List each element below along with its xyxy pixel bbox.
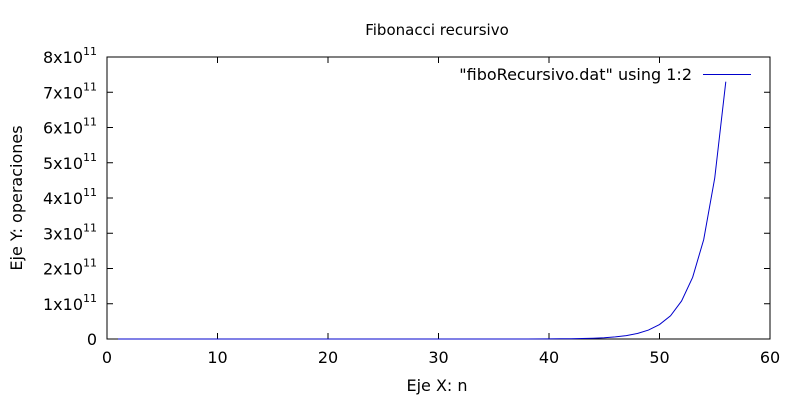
legend: "fiboRecursivo.dat" using 1:2 [459,65,751,84]
x-tick-label: 20 [318,348,338,367]
y-tick-mantissa: 8 [43,48,53,67]
y-tick-exponent: 11 [83,116,97,129]
y-tick-mantissa: 5 [43,154,53,173]
y-tick-exponent: 11 [83,292,97,305]
y-tick-base: x10 [53,260,83,279]
y-tick-mantissa: 2 [43,260,53,279]
x-axis-ticks: 0 10 20 30 40 50 60 [102,57,780,367]
y-axis-ticks: 01x10112x10113x10114x10115x10116x10117x1… [43,45,770,349]
y-tick-label: 3x1011 [43,221,97,243]
y-tick-base: x10 [53,189,83,208]
y-tick-label: 1x1011 [43,292,97,314]
y-tick-label: 7x1011 [43,80,97,102]
y-tick-mantissa: 4 [43,189,53,208]
y-tick-base: x10 [53,48,83,67]
x-tick-label: 10 [207,348,227,367]
x-tick-label: 60 [760,348,780,367]
y-tick-label: 6x1011 [43,116,97,138]
series-line [118,81,727,340]
y-tick-exponent: 11 [83,151,97,164]
y-tick-exponent: 11 [83,186,97,199]
y-tick-exponent: 11 [83,221,97,234]
x-tick-label: 50 [649,348,669,367]
y-tick-mantissa: 0 [87,330,97,349]
y-tick-mantissa: 7 [43,83,53,102]
x-tick-label: 30 [428,348,448,367]
y-tick-exponent: 11 [83,257,97,270]
y-tick-base: x10 [53,295,83,314]
plot-frame [106,56,771,340]
y-axis-label: Eje Y: operaciones [7,125,26,270]
series-layer [118,81,727,340]
x-tick-label: 0 [102,348,112,367]
y-tick-exponent: 11 [83,45,97,58]
y-tick-base: x10 [53,154,83,173]
y-tick-label: 0 [87,330,97,349]
y-tick-base: x10 [53,224,83,243]
y-tick-mantissa: 3 [43,224,53,243]
y-tick-label: 5x1011 [43,151,97,173]
y-tick-mantissa: 1 [43,295,53,314]
y-tick-label: 2x1011 [43,257,97,279]
y-tick-mantissa: 6 [43,119,53,138]
legend-label: "fiboRecursivo.dat" using 1:2 [459,65,692,84]
chart-title: Fibonacci recursivo [365,21,509,39]
y-tick-base: x10 [53,119,83,138]
y-tick-exponent: 11 [83,80,97,93]
y-tick-label: 4x1011 [43,186,97,208]
y-tick-label: 8x1011 [43,45,97,67]
x-tick-label: 40 [539,348,559,367]
x-axis-label: Eje X: n [406,376,467,395]
y-tick-base: x10 [53,83,83,102]
